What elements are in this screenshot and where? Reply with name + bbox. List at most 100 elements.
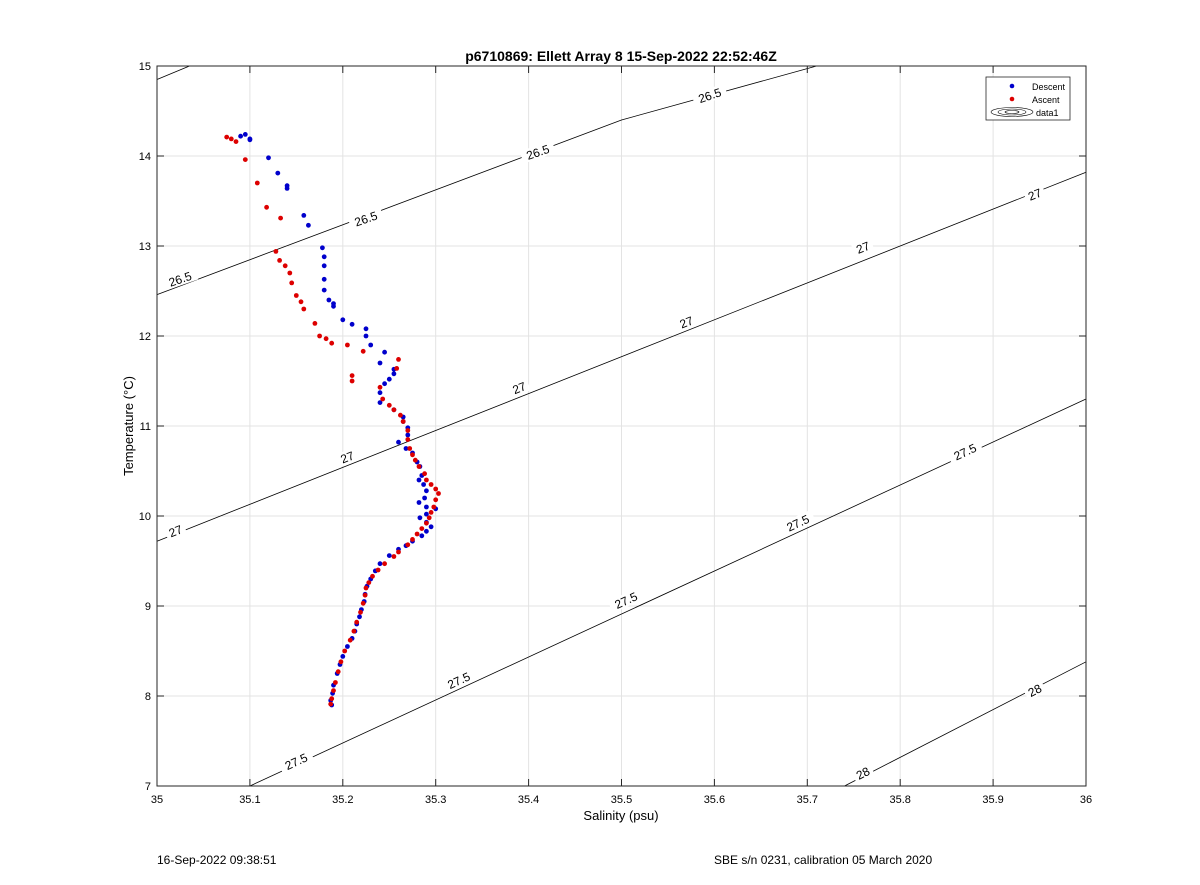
ascent-point [273, 249, 279, 254]
ascent-point [347, 637, 353, 643]
contour-line-27.5 [249, 398, 1087, 787]
ascent-point [424, 477, 429, 483]
ascent-point [360, 600, 366, 606]
ascent-point [400, 419, 406, 424]
x-tick-label: 35.6 [704, 794, 725, 806]
x-tick-label: 35 [151, 794, 163, 806]
ascent-point [433, 497, 439, 503]
y-tick-label: 12 [139, 331, 151, 343]
ascent-point [287, 270, 293, 276]
contour-label-bg [507, 377, 531, 398]
ascent-point [414, 531, 420, 537]
descent-point [345, 644, 350, 649]
contour-label-bg [850, 762, 875, 784]
contour-label-bg [691, 83, 728, 107]
ascent-point [419, 526, 425, 531]
descent-point [340, 654, 346, 659]
grid-lines [156, 65, 1087, 787]
contour-label-bg [277, 748, 315, 775]
ascent-point [233, 139, 239, 145]
contour-label-bg [779, 509, 816, 536]
descent-point [422, 495, 427, 501]
x-tick-label: 35.1 [239, 794, 260, 806]
ascent-point [282, 263, 288, 269]
footer-timestamp: 16-Sep-2022 09:38:51 [157, 853, 277, 867]
y-axis-label: Temperature (°C) [121, 376, 136, 476]
ascent-point [298, 299, 304, 305]
descent-point [424, 488, 429, 494]
ascent-point [349, 378, 355, 384]
ascent-point [391, 407, 397, 413]
descent-point [363, 326, 369, 332]
contour-label-bg [1022, 679, 1047, 701]
ascent-point [362, 592, 368, 598]
y-tick-label: 7 [145, 781, 151, 793]
ascent-point [375, 567, 381, 573]
legend-descent-label: Descent [1032, 82, 1066, 92]
descent-point [321, 287, 327, 293]
legend-contour-icon [990, 107, 1034, 117]
ascent-point [405, 428, 411, 433]
contour-label: 27 [167, 522, 185, 540]
y-tick-label: 8 [145, 691, 151, 703]
contour-label-group: 27.5 [277, 748, 315, 775]
ascent-point [342, 648, 348, 654]
descent-point [301, 213, 307, 218]
descent-point [238, 133, 244, 139]
descent-point [377, 561, 383, 567]
descent-point [326, 297, 332, 303]
ascent-point [391, 554, 397, 559]
y-tick-label: 14 [139, 151, 151, 163]
descent-point [242, 132, 248, 137]
contour-label-group: 27 [507, 377, 531, 398]
ascent-point [431, 504, 437, 510]
descent-point [266, 155, 271, 161]
contour-label: 28 [1026, 681, 1045, 700]
ascent-point [382, 561, 387, 567]
ascent-point [329, 340, 335, 346]
descent-point [331, 303, 336, 309]
descent-point [405, 432, 411, 438]
descent-point [377, 400, 383, 405]
descent-point [419, 533, 425, 539]
contour-label-group: 27 [335, 447, 359, 467]
ascent-point [386, 402, 392, 408]
legend-data1-label: data1 [1036, 108, 1059, 118]
contour-label-group: 27 [1023, 184, 1047, 204]
descent-point [424, 528, 429, 534]
descent-point [382, 349, 387, 355]
y-tick-label: 10 [139, 511, 151, 523]
descent-point [321, 276, 327, 282]
x-tick-label: 35.2 [332, 794, 353, 806]
descent-point [247, 137, 253, 143]
x-tick-label: 35.9 [982, 794, 1003, 806]
descent-point [396, 439, 401, 445]
ascent-point [366, 580, 372, 585]
contour-line-26.5 [156, 65, 817, 295]
ascent-point [323, 336, 329, 342]
legend: Descent Ascent data1 [985, 76, 1071, 121]
contour-label-group: 27 [674, 312, 699, 332]
ascent-point [380, 396, 386, 402]
ascent-point [370, 573, 375, 579]
ascent-point [345, 342, 350, 348]
contour-label-group: 27.5 [946, 438, 984, 465]
ascent-point [264, 204, 269, 210]
ascent-point [398, 412, 403, 418]
contour-label-bg [607, 587, 645, 614]
contour-label: 26.5 [167, 269, 194, 290]
contour-label: 27 [854, 239, 872, 257]
ascent-point [405, 437, 411, 442]
ascent-point [317, 333, 322, 339]
descent-point [320, 245, 325, 251]
contour-label-group: 26.5 [161, 267, 199, 291]
ascent-point [412, 457, 418, 463]
contour-label-bg [519, 140, 556, 164]
descent-point [403, 446, 409, 451]
descent-point [321, 263, 327, 269]
legend-ascent-label: Ascent [1032, 95, 1060, 105]
legend-descent-marker [1009, 83, 1015, 89]
ascent-point [329, 696, 335, 702]
ascent-point [293, 293, 299, 298]
